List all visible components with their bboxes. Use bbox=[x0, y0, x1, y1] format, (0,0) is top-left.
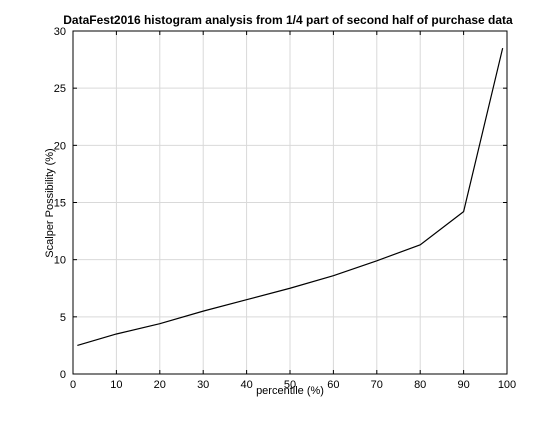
x-tick-label: 100 bbox=[498, 379, 516, 391]
x-tick-label: 30 bbox=[197, 379, 209, 391]
y-tick-label: 10 bbox=[54, 255, 66, 267]
y-tick-label: 15 bbox=[54, 198, 66, 210]
x-tick-label: 10 bbox=[110, 379, 122, 391]
series-line bbox=[77, 48, 504, 346]
y-tick-label: 0 bbox=[60, 369, 66, 381]
x-tick-label: 0 bbox=[70, 379, 76, 391]
x-tick-label: 80 bbox=[414, 379, 426, 391]
y-tick-label: 25 bbox=[54, 83, 66, 95]
x-tick-label: 40 bbox=[240, 379, 252, 391]
y-tick-label: 5 bbox=[60, 312, 66, 324]
x-tick-label: 20 bbox=[154, 379, 166, 391]
x-tick-label: 90 bbox=[457, 379, 469, 391]
y-tick-label: 20 bbox=[54, 140, 66, 152]
plot-axes: 0 10 20 30 40 50 60 70 80 90 100 0 5 10 15 20 25 30 bbox=[54, 26, 516, 391]
x-tick-label: 60 bbox=[327, 379, 339, 391]
x-axis-label: percentile (%) bbox=[256, 385, 324, 397]
x-tick-label: 50 bbox=[284, 379, 296, 391]
plot-series bbox=[77, 48, 504, 346]
y-axis-label: Scalper Possibility (%) bbox=[44, 148, 56, 257]
plot-grid bbox=[73, 31, 507, 374]
chart-title: DataFest2016 histogram analysis from 1/4… bbox=[63, 13, 513, 27]
y-tick-label: 30 bbox=[54, 26, 66, 38]
x-tick-label: 70 bbox=[371, 379, 383, 391]
